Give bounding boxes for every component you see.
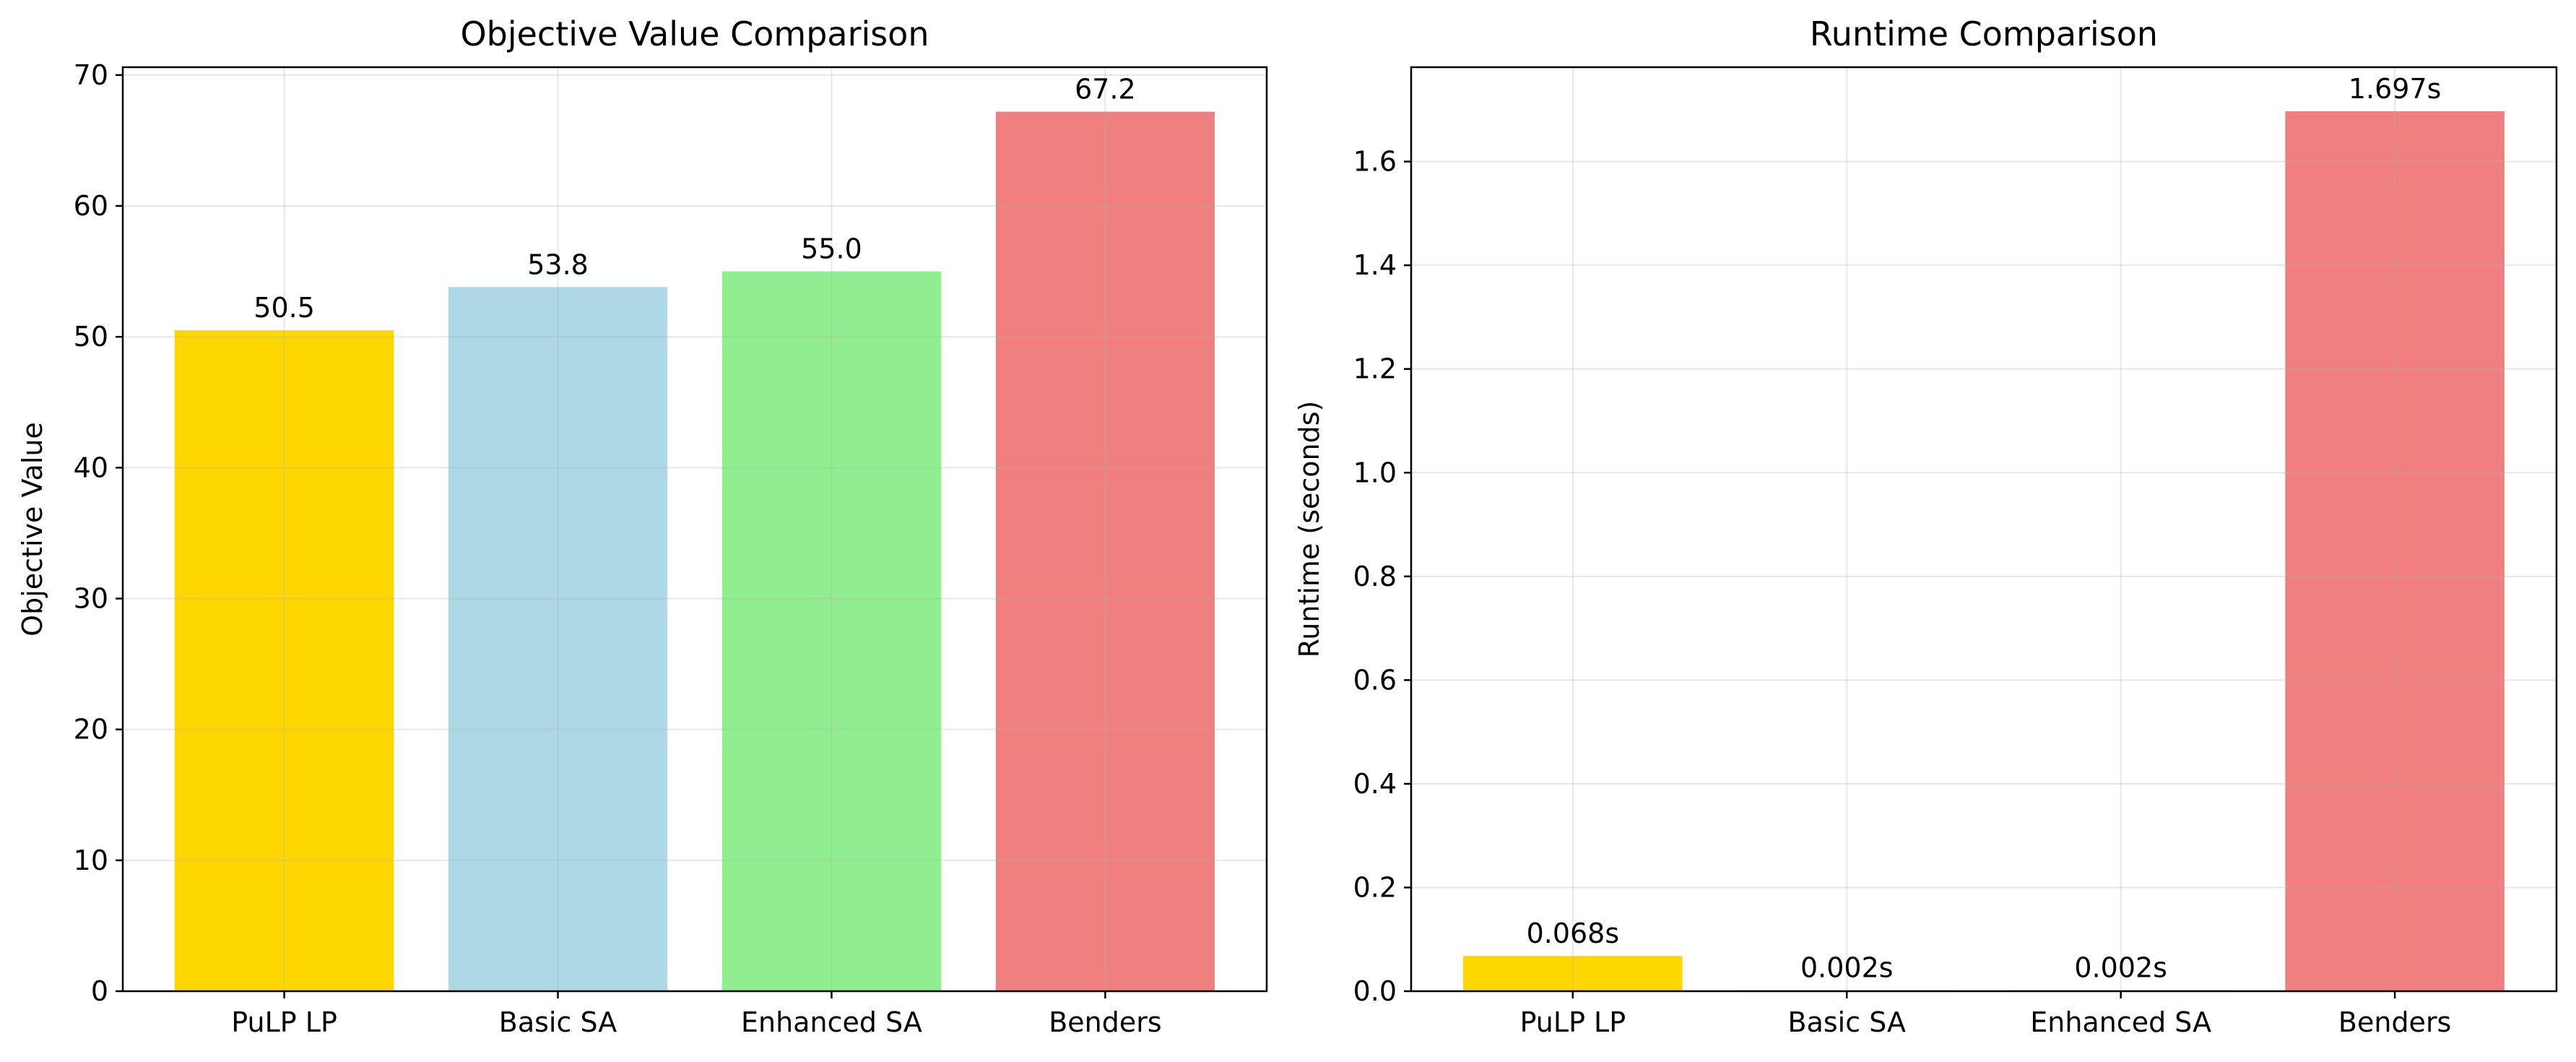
y-tick-label: 1.0 <box>1353 457 1397 488</box>
y-tick-label: 1.2 <box>1353 353 1397 385</box>
x-tick-label: Benders <box>1049 1006 1161 1038</box>
y-tick-label: 60 <box>74 190 108 222</box>
chart-panel-1: 50.5 53.8 55.0 67.2 0 10 20 30 40 50 60 70 PuLP LP Ba… <box>17 14 1268 1038</box>
chart-title: Runtime Comparison <box>1810 14 2158 53</box>
bar-enhanced-sa <box>721 271 942 991</box>
data-label: 0.068s <box>1527 918 1620 949</box>
y-tick-label: 40 <box>74 452 108 483</box>
data-label: 53.8 <box>527 249 589 280</box>
x-tick-label: Enhanced SA <box>741 1006 922 1038</box>
x-tick-label: PuLP LP <box>231 1006 337 1038</box>
bar-basic-sa <box>448 287 668 991</box>
x-tick-label: Benders <box>2338 1006 2451 1038</box>
bar-pulp-lp <box>175 330 394 992</box>
chart-panel-2: 0.068s 0.002s 0.002s 1.697s 0.0 0.2 0.4 0.6 0.8 1… <box>1293 14 2558 1038</box>
y-tick-label: 0.6 <box>1353 664 1397 696</box>
x-tick-label: Enhanced SA <box>2030 1006 2211 1038</box>
y-tick-label: 0.0 <box>1353 975 1397 1007</box>
y-tick-label: 10 <box>74 845 108 876</box>
data-label: 0.002s <box>1800 952 1894 984</box>
bar-benders <box>2285 111 2505 991</box>
y-tick-label: 50 <box>74 321 108 353</box>
data-label: 1.697s <box>2349 73 2442 105</box>
data-label: 55.0 <box>801 233 862 265</box>
y-axis-label: Objective Value <box>17 422 48 636</box>
bar-pulp-lp <box>1463 956 1683 991</box>
data-label: 50.5 <box>253 292 315 324</box>
data-label: 67.2 <box>1075 74 1136 105</box>
axes-frame <box>121 66 1268 993</box>
x-tick-label: Basic SA <box>1788 1006 1907 1038</box>
y-tick-label: 70 <box>74 59 108 91</box>
y-tick-label: 0.4 <box>1353 768 1397 800</box>
y-tick-label: 0 <box>91 975 108 1007</box>
chart-title: Objective Value Comparison <box>460 14 929 53</box>
y-tick-label: 0.2 <box>1353 871 1397 903</box>
x-tick-label: Basic SA <box>499 1006 617 1038</box>
x-tick-label: PuLP LP <box>1520 1006 1626 1038</box>
y-axis-label: Runtime (seconds) <box>1293 401 1325 658</box>
axes-frame <box>1410 66 2558 993</box>
y-tick-label: 30 <box>74 583 108 615</box>
y-tick-label: 0.8 <box>1353 561 1397 592</box>
y-tick-label: 20 <box>74 714 108 746</box>
y-tick-label: 1.6 <box>1353 146 1397 178</box>
y-tick-label: 1.4 <box>1353 249 1397 281</box>
bar-benders <box>995 111 1215 992</box>
data-label: 0.002s <box>2074 952 2167 984</box>
